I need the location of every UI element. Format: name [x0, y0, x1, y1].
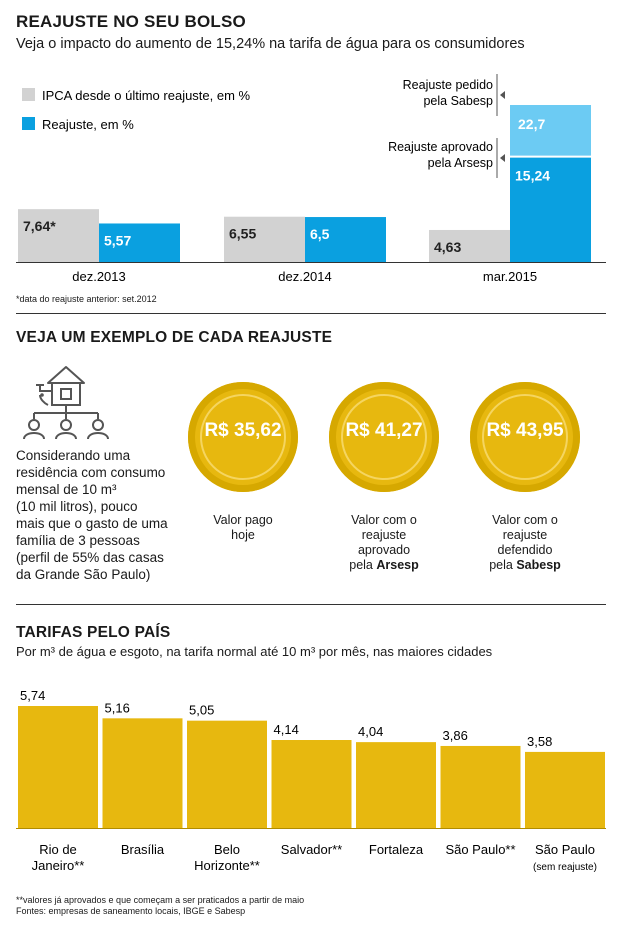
description-line: família de 3 pessoas — [16, 533, 140, 548]
bar-value-label: 7,64* — [23, 218, 56, 234]
caption-agency: Arsesp — [376, 558, 419, 572]
section1-title: REAJUSTE NO SEU BOLSO — [16, 12, 246, 31]
caption-line: aprovado — [357, 543, 411, 557]
caption-line: Valor com o — [492, 513, 558, 527]
section3-subtitle: Por m³ de água e esgoto, na tarifa norma… — [16, 644, 493, 659]
bar-ipca — [429, 229, 510, 262]
bar-city — [356, 742, 436, 828]
annotation-pedido-line: pela Sabesp — [423, 94, 493, 108]
caption-line: Valor pago — [213, 513, 273, 527]
annotation-aprovado-line: Reajuste aprovado — [388, 140, 493, 154]
description-line: mensal de 10 m³ — [16, 482, 117, 497]
description-line: da Grande São Paulo) — [16, 567, 151, 582]
coin-value: R$ 41,27 — [345, 420, 423, 441]
chart-reajuste: IPCA desde o último reajuste, em % Reajus… — [16, 74, 606, 284]
annotation-aprovado-line: pela Arsesp — [428, 156, 493, 170]
section1-footnote: *data do reajuste anterior: set.2012 — [16, 294, 157, 304]
caption-prefix: pela — [349, 558, 377, 572]
coin-ring — [341, 394, 427, 480]
coin-arsesp: R$ 41,27 — [329, 382, 439, 492]
bar-city — [440, 745, 521, 828]
bar-value-label: 4,63 — [434, 239, 461, 255]
coin-sabesp: R$ 43,95 — [470, 382, 580, 492]
legend-swatch-reajuste — [22, 117, 35, 130]
category-label: São Paulo — [535, 842, 595, 857]
bar-value-label: 4,04 — [358, 724, 383, 739]
bar-ipca — [18, 209, 99, 262]
annotation-arrow — [500, 154, 505, 162]
coin-ring — [482, 394, 568, 480]
coin-caption-sabesp: Valor com o reajuste defendido pela Sabe… — [465, 513, 585, 573]
description-line: (10 mil litros), pouco — [16, 499, 138, 514]
section3-footnote-1: **valores já aprovados e que começam a s… — [16, 895, 305, 905]
category-label: Fortaleza — [369, 842, 424, 857]
bar-city — [187, 720, 267, 828]
house-family-icon — [23, 366, 109, 440]
section2-title: VEJA UM EXEMPLO DE CADA REAJUSTE — [16, 329, 333, 346]
section1-subtitle: Veja o impacto do aumento de 15,24% na t… — [16, 36, 525, 52]
category-label: Brasília — [121, 842, 165, 857]
coin-caption-arsesp: Valor com o reajuste aprovado pela Arses… — [324, 513, 444, 573]
bar-city — [525, 751, 605, 828]
bar-value-label: 6,5 — [310, 226, 330, 242]
category-label: mar.2015 — [483, 269, 537, 284]
coin-value: R$ 43,95 — [486, 420, 564, 441]
bar-reajuste — [99, 223, 180, 262]
caption-line: reajuste — [502, 528, 548, 542]
coin-current: R$ 35,62 — [188, 382, 298, 492]
bar-reajuste — [510, 156, 591, 262]
divider — [16, 313, 606, 314]
coin-value: R$ 35,62 — [204, 420, 282, 441]
description-line: (perfil de 55% das casas — [16, 550, 164, 565]
category-label: Horizonte** — [194, 858, 260, 873]
caption-line: defendido — [497, 543, 553, 557]
legend-swatch-ipca — [22, 88, 35, 101]
bar-value-label: 5,57 — [104, 232, 131, 248]
bar-city — [18, 706, 98, 828]
bar-reajuste — [305, 217, 386, 262]
bar-value-label: 5,05 — [189, 703, 214, 718]
description-line: mais que o gasto de uma — [16, 516, 168, 531]
caption-agency: Sabesp — [516, 558, 561, 572]
bar-pedido-sabesp — [510, 105, 591, 157]
caption-prefix: pela — [489, 558, 517, 572]
coin-ring — [200, 394, 286, 480]
bar-value-label: 5,16 — [105, 700, 130, 715]
bar-value-label: 5,74 — [20, 688, 45, 703]
description-line: Considerando uma — [16, 448, 131, 463]
category-label: São Paulo** — [445, 842, 515, 857]
category-label: Janeiro** — [32, 858, 85, 873]
bar-value-label: 3,58 — [527, 734, 552, 749]
divider — [16, 604, 606, 605]
category-label: Belo — [214, 842, 240, 857]
bar-value-label: 15,24 — [515, 168, 550, 184]
bar-value-label: 4,14 — [274, 722, 299, 737]
bar-value-label: 22,7 — [518, 116, 545, 132]
legend-label-ipca: IPCA desde o último reajuste, em % — [42, 88, 251, 103]
category-label: Rio de — [39, 842, 77, 857]
category-label: Salvador** — [281, 842, 342, 857]
description-line: residência com consumo — [16, 465, 166, 480]
bar-ipca — [224, 216, 305, 262]
bar-city — [102, 718, 183, 828]
caption-line: pela Arsesp — [324, 558, 444, 573]
caption-line: pela Sabesp — [465, 558, 585, 573]
bar-city — [271, 740, 352, 828]
section3-footnote-2: Fontes: empresas de saneamento locais, I… — [16, 906, 246, 916]
household-description: Considerando uma residência com consumo … — [16, 447, 186, 583]
coin-caption-current: Valor pago hoje — [183, 513, 303, 543]
bar-value-label: 6,55 — [229, 226, 256, 242]
category-label: dez.2013 — [72, 269, 126, 284]
caption-line: reajuste — [361, 528, 407, 542]
caption-line: hoje — [231, 528, 255, 542]
category-label: (sem reajuste) — [533, 862, 597, 873]
bar-value-label: 3,86 — [443, 728, 468, 743]
section3-title: TARIFAS PELO PAÍS — [16, 624, 171, 641]
annotation-arrow — [500, 91, 505, 99]
caption-line: Valor com o — [351, 513, 417, 527]
annotation-pedido-line: Reajuste pedido — [403, 78, 493, 92]
legend-label-reajuste: Reajuste, em % — [42, 117, 134, 132]
category-label: dez.2014 — [278, 269, 332, 284]
